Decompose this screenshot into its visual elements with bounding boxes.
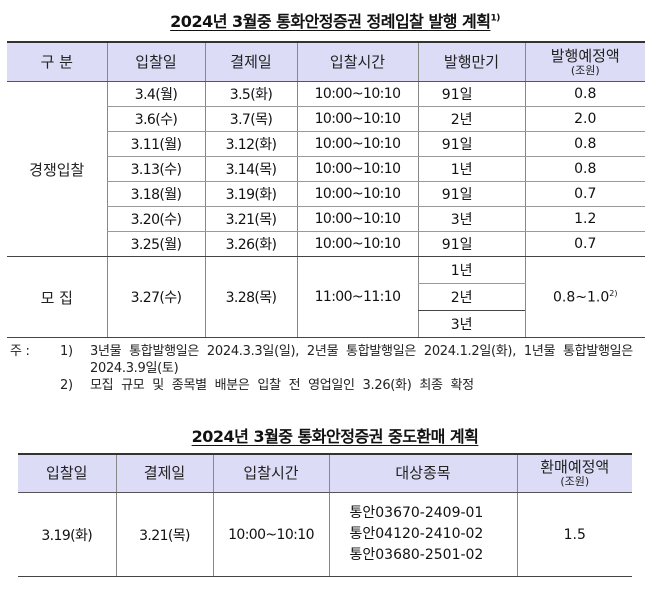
header-bid-date: 입찰일 [106, 41, 205, 82]
header-settlement-date: 결제일 [204, 41, 297, 82]
table-row: 3.20(수) 3.21(목) 10:00~10:10 3년 1.2 [7, 206, 645, 232]
footnote-2: 2) 모집 규모 및 종목별 배분은 입찰 전 영업일인 3.26(화) 최종 … [10, 377, 650, 394]
table-row-subscription: 2년 [7, 283, 645, 311]
header-amount-label: 발행예정액 [550, 46, 620, 65]
bid-time: 11:00~11:10 [296, 256, 418, 338]
maturity: 91일 [417, 181, 525, 207]
bid-date: 3.4(월) [106, 81, 205, 107]
maturity: 2년 [417, 283, 525, 311]
header-amount: 발행예정액 (조원) [524, 41, 645, 82]
settlement-date: 3.21(목) [204, 206, 297, 232]
target-issue: 통안03680-2501-02 [349, 547, 484, 563]
notes-label: 주 : [10, 344, 30, 359]
table-row: 3.19(화) 3.21(목) 10:00~10:10 통안03670-2409… [18, 492, 632, 577]
category-subscription: 모 집 [7, 256, 107, 338]
maturity: 1년 [417, 256, 525, 284]
issuance-plan-title: 2024년 3월중 통화안정증권 정례입찰 발행 계획1) [0, 8, 670, 32]
header-amount-unit: (조원) [560, 475, 590, 488]
header-amount: 환매예정액 (조원) [516, 453, 632, 493]
redemption-plan-title-text: 2024년 3월중 통화안정증권 중도환매 계획 [191, 427, 479, 446]
footnote-text: 3년물 통합발행일은 2024.3.3일(일), 2년물 통합발행일은 2024… [90, 344, 633, 376]
target-issue: 통안04120-2410-02 [349, 526, 484, 542]
footnote-number: 2) [60, 378, 73, 393]
header-bid-date: 입찰일 [18, 453, 116, 493]
bid-date: 3.27(수) [106, 256, 205, 338]
header-target-issues: 대상종목 [328, 453, 517, 493]
settlement-date: 3.28(목) [204, 256, 297, 338]
table-row: 경쟁입찰 3.4(월) 3.5(화) 10:00~10:10 91일 0.8 [7, 81, 645, 257]
maturity: 91일 [417, 231, 525, 257]
maturity: 3년 [417, 310, 525, 338]
table-row: 3.13(수) 3.14(목) 10:00~10:10 1년 0.8 [7, 156, 645, 182]
maturity: 1년 [417, 156, 525, 182]
maturity: 91일 [417, 131, 525, 157]
header-amount-unit: (조원) [570, 63, 600, 77]
bid-date: 3.11(월) [106, 131, 205, 157]
bid-time: 10:00~10:10 [296, 231, 418, 257]
maturity: 3년 [417, 206, 525, 232]
footnote-number: 1) [60, 344, 73, 359]
header-bid-time: 입찰시간 [212, 453, 329, 493]
header-maturity: 발행만기 [417, 41, 525, 82]
table-row: 3.18(월) 3.19(화) 10:00~10:10 91일 0.7 [7, 181, 645, 207]
amount: 1.5 [516, 492, 632, 577]
header-settlement-date: 결제일 [115, 453, 213, 493]
bid-date: 3.6(수) [106, 106, 205, 132]
settlement-date: 3.21(목) [115, 492, 213, 577]
settlement-date: 3.19(화) [204, 181, 297, 207]
target-issue: 통안03670-2409-01 [349, 505, 484, 521]
bid-date: 3.20(수) [106, 206, 205, 232]
footnotes: 주 : 1) 3년물 통합발행일은 2024.3.3일(일), 2년물 통합발행… [10, 343, 650, 394]
header-category: 구 분 [7, 41, 107, 82]
bid-time: 10:00~10:10 [296, 81, 418, 107]
table-row: 3.6(수) 3.7(목) 10:00~10:10 2년 2.0 [7, 106, 645, 132]
issuance-plan-table: 구 분 입찰일 결제일 입찰시간 발행만기 발행예정액 (조원) 경쟁입찰 3.… [7, 41, 645, 338]
amount-range: 0.8~1.0 [553, 289, 610, 306]
title-footnote-marker: 1) [490, 13, 500, 24]
amount: 2.0 [524, 106, 645, 132]
target-issues: 통안03670-2409-01 통안04120-2410-02 통안03680-… [328, 492, 517, 577]
bid-date: 3.13(수) [106, 156, 205, 182]
bid-date: 3.18(월) [106, 181, 205, 207]
settlement-date: 3.14(목) [204, 156, 297, 182]
amount: 0.7 [524, 181, 645, 207]
amount: 0.7 [524, 231, 645, 257]
settlement-date: 3.12(화) [204, 131, 297, 157]
amount: 0.8~1.02) [524, 256, 645, 338]
table-row: 3.25(월) 3.26(화) 10:00~10:10 91일 0.7 [7, 231, 645, 257]
header-amount-label: 환매예정액 [540, 458, 610, 476]
bid-time: 10:00~10:10 [212, 492, 329, 577]
bid-time: 10:00~10:10 [296, 106, 418, 132]
amount: 1.2 [524, 206, 645, 232]
bid-time: 10:00~10:10 [296, 181, 418, 207]
footnote-1: 주 : 1) 3년물 통합발행일은 2024.3.3일(일), 2년물 통합발행… [10, 343, 650, 377]
table-row: 3.11(월) 3.12(화) 10:00~10:10 91일 0.8 [7, 131, 645, 157]
table-row-subscription: 모 집 3.27(수) 3.28(목) 11:00~11:10 1년 0.8~1… [7, 256, 645, 338]
settlement-date: 3.26(화) [204, 231, 297, 257]
table-row-subscription: 3년 [7, 310, 645, 338]
bid-time: 10:00~10:10 [296, 156, 418, 182]
amount: 0.8 [524, 131, 645, 157]
amount-footnote-marker: 2) [609, 288, 618, 298]
bid-date: 3.19(화) [18, 492, 116, 577]
bid-time: 10:00~10:10 [296, 206, 418, 232]
redemption-header-row: 입찰일 결제일 입찰시간 대상종목 환매예정액 (조원) [18, 453, 632, 493]
header-bid-time: 입찰시간 [296, 41, 418, 82]
issuance-header-row: 구 분 입찰일 결제일 입찰시간 발행만기 발행예정액 (조원) [7, 41, 645, 82]
footnote-text: 모집 규모 및 종목별 배분은 입찰 전 영업일인 3.26(화) 최종 확정 [90, 378, 474, 393]
maturity: 2년 [417, 106, 525, 132]
bid-date: 3.25(월) [106, 231, 205, 257]
settlement-date: 3.7(목) [204, 106, 297, 132]
bid-time: 10:00~10:10 [296, 131, 418, 157]
issuance-plan-title-text: 2024년 3월중 통화안정증권 정례입찰 발행 계획 [170, 12, 491, 31]
notes-indent [10, 377, 60, 394]
redemption-plan-table: 입찰일 결제일 입찰시간 대상종목 환매예정액 (조원) 3.19(화) 3.2… [18, 453, 632, 577]
redemption-plan-title: 2024년 3월중 통화안정증권 중도환매 계획 [0, 423, 670, 447]
maturity: 91일 [417, 81, 525, 107]
amount: 0.8 [524, 156, 645, 182]
category-competitive-bid: 경쟁입찰 [7, 81, 107, 257]
amount: 0.8 [524, 81, 645, 107]
settlement-date: 3.5(화) [204, 81, 297, 107]
